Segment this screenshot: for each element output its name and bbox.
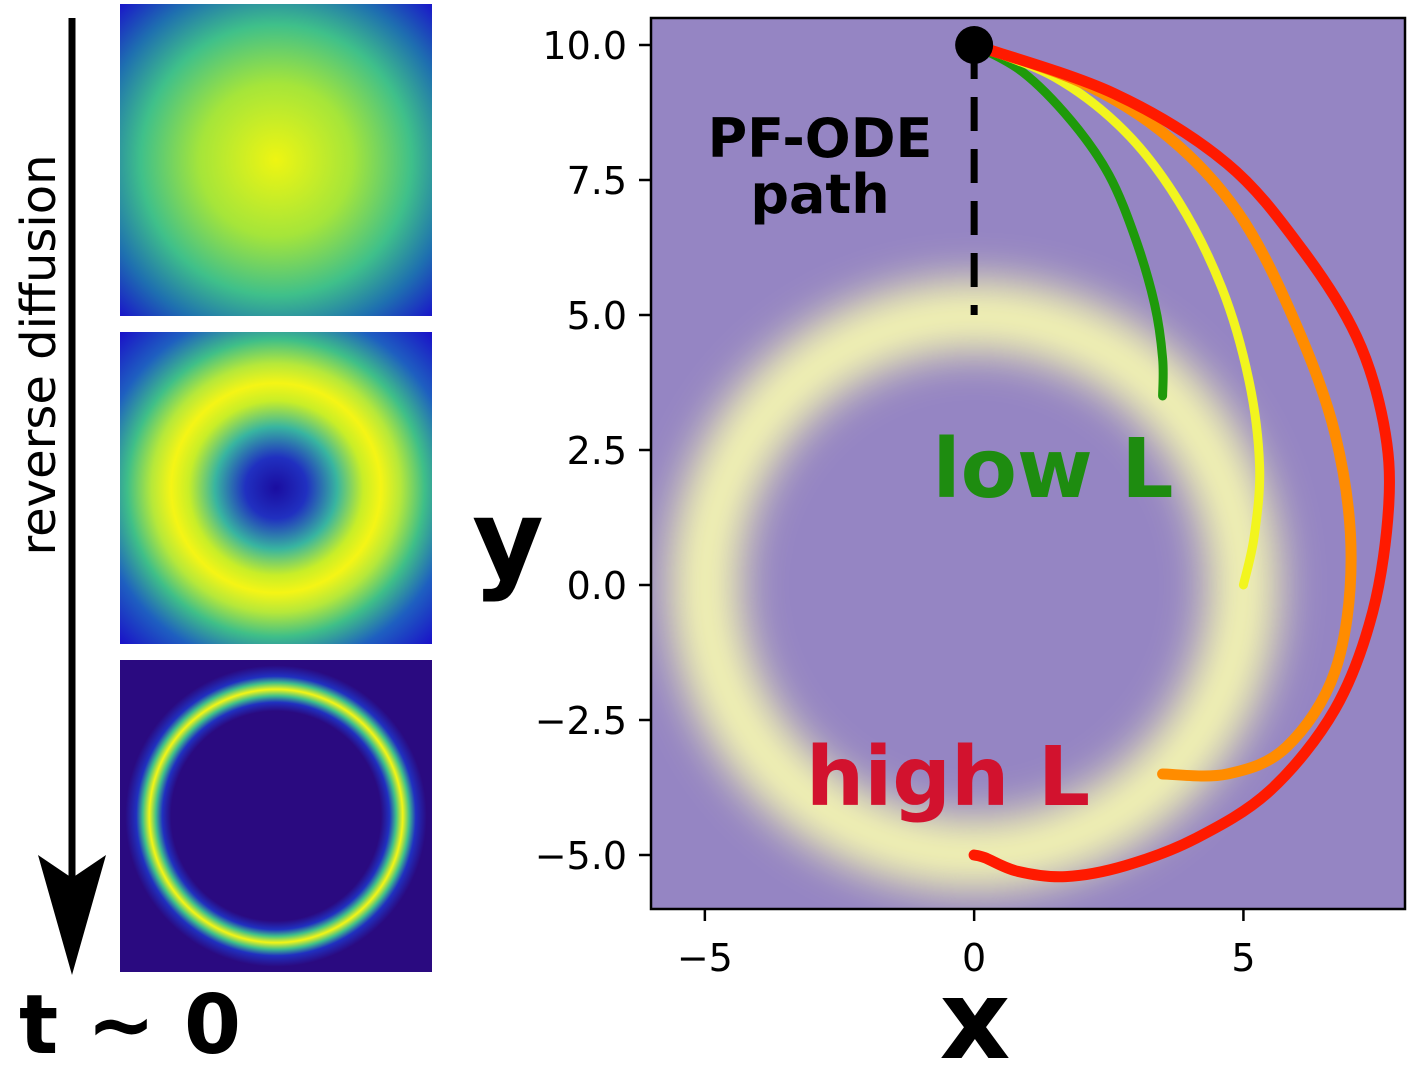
y-tick-label: 0.0	[567, 564, 627, 608]
y-tick-label: 10.0	[542, 24, 627, 68]
trajectory-yellow	[969, 40, 1265, 590]
y-axis-title: y	[472, 476, 544, 604]
start-point	[955, 26, 994, 64]
left-panel: reverse diffusion t ~ 0	[11, 4, 432, 1066]
reverse-diffusion-label: reverse diffusion	[11, 154, 67, 555]
low-l-label: low L	[933, 422, 1174, 517]
x-tick-label: −5	[677, 936, 733, 980]
trajectory-green	[969, 40, 1168, 401]
trajectory-red	[968, 39, 1395, 883]
y-tick-label: 7.5	[567, 159, 627, 203]
y-tick-label: −2.5	[535, 699, 627, 743]
panel-late-thin-ring	[120, 660, 432, 972]
x-axis-title: x	[940, 956, 1011, 1066]
panel-middle-wide-ring	[120, 332, 432, 644]
high-l-label: high L	[806, 730, 1090, 825]
pf-ode-label-line2: path	[750, 163, 889, 226]
y-tick-label: 2.5	[567, 429, 627, 473]
plot-area: −5 0 5 10.0 7.5 5.0 2.5 0.0 −2.5 −5.0 x y PF-ODE…	[472, 16, 1407, 1066]
plot-frame	[649, 16, 1407, 911]
pf-ode-label-line1: PF-ODE	[708, 107, 933, 170]
x-tick-label: 0	[962, 936, 986, 980]
trajectory-orange	[968, 39, 1357, 782]
y-tick-label: 5.0	[567, 294, 627, 338]
panel-early-blob	[120, 4, 432, 316]
y-axis: 10.0 7.5 5.0 2.5 0.0 −2.5 −5.0	[535, 24, 651, 878]
y-tick-label: −5.0	[535, 834, 627, 878]
x-tick-label: 5	[1231, 936, 1255, 980]
x-axis: −5 0 5	[677, 909, 1256, 980]
reverse-diffusion-arrowhead	[38, 855, 106, 975]
time-label: t ~ 0	[19, 978, 241, 1066]
series-layer	[968, 39, 1395, 883]
